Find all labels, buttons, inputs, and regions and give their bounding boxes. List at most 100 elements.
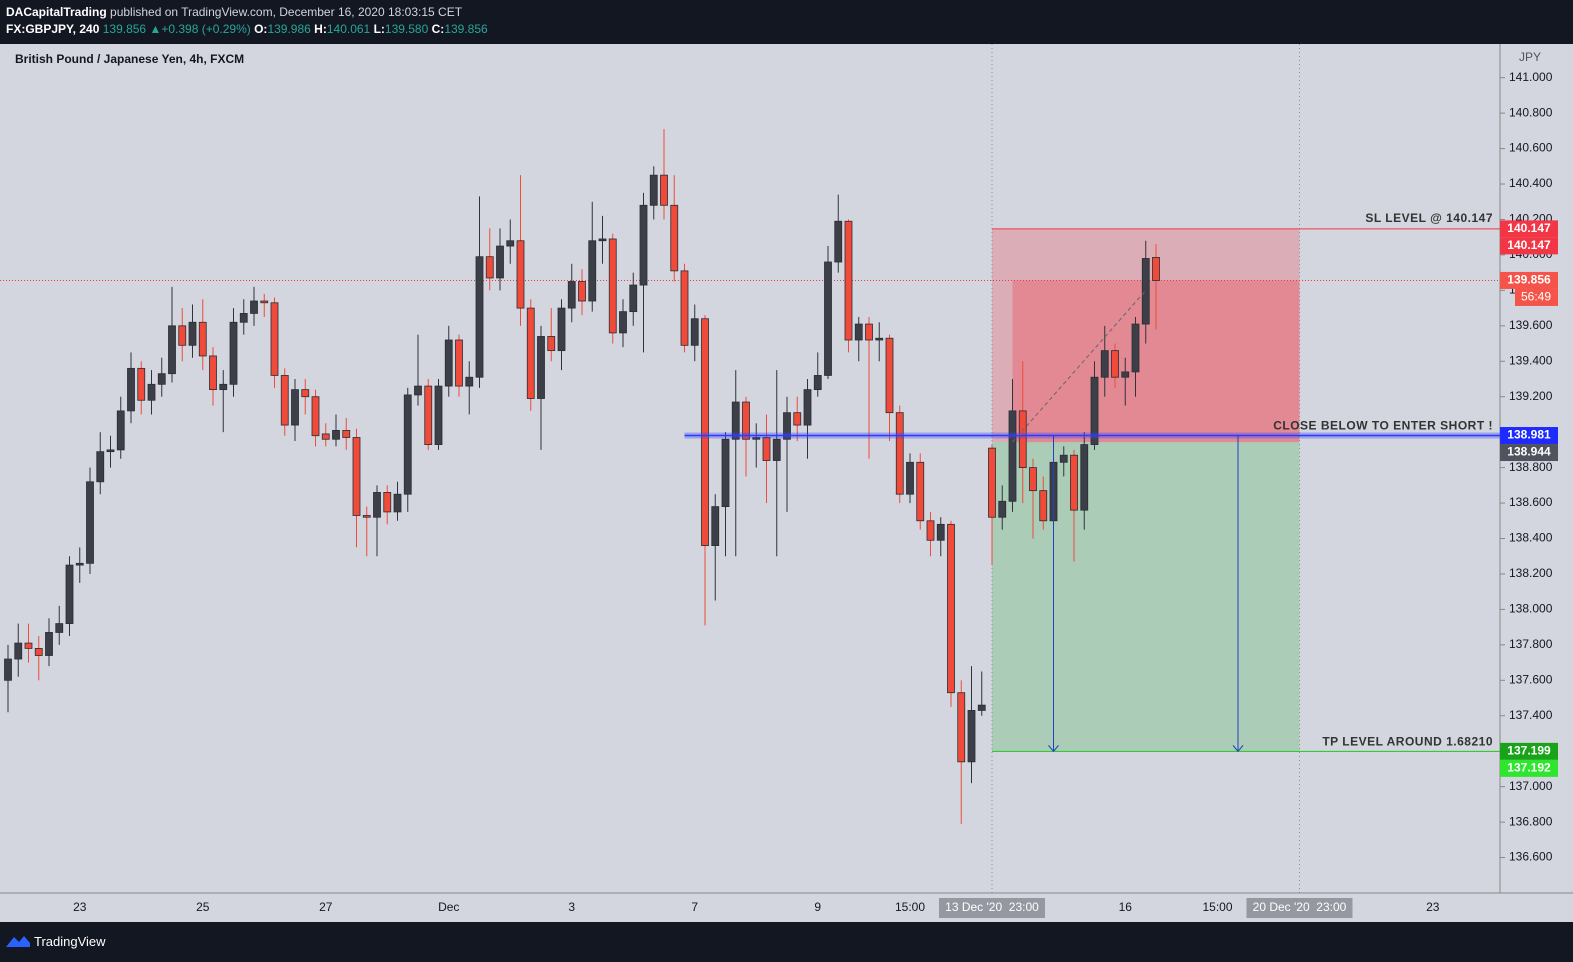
candle-body [137, 367, 146, 401]
x-tick-label: 23 [73, 900, 87, 914]
candle-body [1029, 467, 1037, 492]
candle-body [424, 385, 433, 445]
candle-body [55, 623, 64, 633]
candle-body [465, 376, 474, 387]
candle-body [854, 323, 863, 341]
y-tick-label: 140.400 [1509, 176, 1553, 190]
candle-body [752, 437, 761, 440]
publish-line: DACapitalTrading published on TradingVie… [6, 5, 462, 19]
price-label: 137.199 [1507, 744, 1551, 758]
price-label-box [1500, 742, 1558, 760]
y-tick-label: 137.000 [1509, 779, 1553, 793]
candle-body [731, 401, 740, 440]
x-tick-label: 15:00 [895, 900, 925, 914]
arrow-head [1232, 745, 1244, 753]
y-tick-label: 138.600 [1509, 495, 1553, 509]
y-tick-label: 138.400 [1509, 531, 1553, 545]
price-label-box [1500, 237, 1558, 255]
candle-body [65, 564, 74, 624]
candle-body [229, 321, 238, 385]
candle-body [496, 245, 504, 279]
candle-body [988, 447, 996, 518]
overlay: SL LEVEL @ 140.147 CLOSE BELOW TO ENTER S… [684, 211, 1500, 753]
candle-body [1090, 376, 1099, 445]
candle-body [1059, 454, 1068, 463]
candle-body [34, 648, 43, 656]
candle-body [475, 256, 484, 378]
y-tick-label: 140.800 [1509, 105, 1553, 119]
candle-body [516, 240, 525, 309]
x-tick-label: 27 [319, 900, 333, 914]
candle-body [670, 204, 679, 272]
price-label: 138.981 [1507, 428, 1551, 442]
candle-body [1018, 410, 1027, 469]
candle-body [352, 437, 361, 516]
candle-body [1131, 323, 1140, 373]
y-tick-label: 138.000 [1509, 602, 1553, 616]
candle-body [936, 523, 945, 541]
candle-body [116, 410, 125, 451]
candle-body [803, 389, 812, 426]
candle-body [1141, 258, 1150, 325]
candle-body [998, 500, 1007, 518]
last: 139.856 [102, 22, 147, 36]
c-label: C: [431, 22, 445, 36]
symbol: FX:GBPJPY, 240 [6, 22, 100, 36]
price-label: 138.944 [1507, 445, 1551, 459]
candle-body [1100, 350, 1109, 378]
candle-body [977, 704, 986, 711]
x-tick-label: 16 [1119, 900, 1133, 914]
c: 139.856 [444, 22, 488, 36]
annotation: TP LEVEL AROUND 1.68210 [1322, 735, 1493, 749]
o: 139.986 [267, 22, 311, 36]
price-label: 140.147 [1507, 238, 1551, 252]
logo [6, 936, 30, 947]
candle-body [444, 339, 453, 387]
candle-body [270, 302, 279, 376]
h-label: H: [314, 22, 327, 36]
candle-body [547, 336, 556, 352]
candle-body [403, 394, 412, 495]
y-tick-label: 138.800 [1509, 460, 1553, 474]
candle-body [844, 220, 853, 341]
candle-body [742, 401, 750, 440]
candle-body [578, 281, 586, 302]
candle-body [75, 562, 84, 566]
candle-body [567, 281, 576, 309]
candle-body [383, 492, 392, 513]
candle-body [393, 493, 402, 513]
candle-body [45, 632, 53, 656]
candle-body [588, 240, 597, 302]
candle-body [1039, 490, 1048, 522]
candle-body [321, 433, 330, 440]
candle-body [526, 307, 535, 399]
candle-body [639, 204, 648, 286]
x-tick-label: 15:00 [1202, 900, 1232, 914]
candle-body [926, 520, 935, 541]
candle-body [362, 515, 371, 518]
up-arrow: ▲ [149, 22, 162, 36]
candle-body [373, 492, 381, 518]
candle-body [608, 238, 617, 334]
x-tick-label: 7 [691, 900, 698, 914]
candle-body [168, 325, 176, 375]
y-tick-label: 139.400 [1509, 353, 1553, 367]
candle-body [690, 318, 699, 346]
candle-body [906, 461, 914, 495]
x-tick-label: 25 [196, 900, 210, 914]
trend-dash [1012, 290, 1147, 443]
o-label: O: [254, 22, 268, 36]
price-label-box [1500, 759, 1558, 777]
logo-shape [6, 936, 30, 947]
profit-zone [992, 442, 1300, 752]
candle-body [342, 429, 351, 438]
candle-body [4, 658, 12, 681]
candle-body [434, 385, 443, 445]
change: +0.398 (+0.29%) [161, 22, 251, 36]
x-tick-label: 23 [1426, 900, 1440, 914]
candle-body [209, 355, 217, 391]
y-tick-label: 136.800 [1509, 814, 1553, 828]
candle-body [629, 284, 638, 313]
published: published on TradingView.com, December 1… [110, 5, 463, 19]
